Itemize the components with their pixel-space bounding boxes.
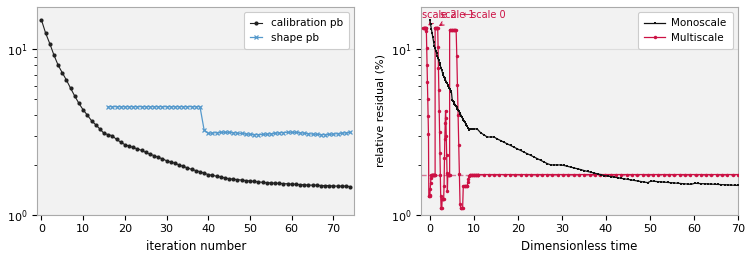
shape pb xyxy=(254,133,263,136)
Monoscale xyxy=(444,85,453,88)
Multiscale xyxy=(455,173,464,176)
shape pb xyxy=(112,105,121,108)
Multiscale xyxy=(437,206,446,210)
shape pb xyxy=(129,105,138,108)
calibration pb xyxy=(271,182,280,185)
Multiscale xyxy=(441,117,450,120)
calibration pb xyxy=(62,79,71,82)
Line: Monoscale: Monoscale xyxy=(429,19,739,187)
Line: Multiscale: Multiscale xyxy=(421,26,740,210)
Multiscale xyxy=(644,173,653,176)
Text: ←scale 0: ←scale 0 xyxy=(462,10,505,20)
Multiscale xyxy=(427,173,436,176)
Legend: calibration pb, shape pb: calibration pb, shape pb xyxy=(244,12,349,49)
calibration pb xyxy=(346,185,355,188)
Multiscale xyxy=(419,26,428,29)
calibration pb xyxy=(37,18,46,22)
Line: calibration pb: calibration pb xyxy=(39,18,352,189)
Monoscale xyxy=(429,40,438,43)
calibration pb xyxy=(312,184,321,187)
Multiscale xyxy=(450,29,459,32)
calibration pb xyxy=(279,182,288,185)
Monoscale xyxy=(426,18,435,22)
Monoscale xyxy=(435,64,444,67)
shape pb xyxy=(104,105,113,108)
calibration pb xyxy=(283,182,292,185)
X-axis label: Dimensionless time: Dimensionless time xyxy=(521,240,638,253)
Monoscale xyxy=(499,141,508,144)
Monoscale xyxy=(726,184,735,187)
shape pb xyxy=(229,131,238,134)
Text: scale 1: scale 1 xyxy=(439,10,474,25)
Y-axis label: relative residual (%): relative residual (%) xyxy=(375,54,385,167)
shape pb xyxy=(141,105,150,108)
Monoscale xyxy=(432,49,441,52)
shape pb xyxy=(166,105,175,108)
Legend: Monoscale, Multiscale: Monoscale, Multiscale xyxy=(638,12,732,49)
shape pb xyxy=(346,131,355,134)
Multiscale xyxy=(450,29,459,32)
X-axis label: iteration number: iteration number xyxy=(146,240,246,253)
shape pb xyxy=(283,131,292,134)
Monoscale xyxy=(733,184,742,187)
Multiscale xyxy=(733,173,742,176)
calibration pb xyxy=(291,183,300,186)
Line: shape pb: shape pb xyxy=(106,104,353,137)
Text: scale 2: scale 2 xyxy=(422,10,456,25)
